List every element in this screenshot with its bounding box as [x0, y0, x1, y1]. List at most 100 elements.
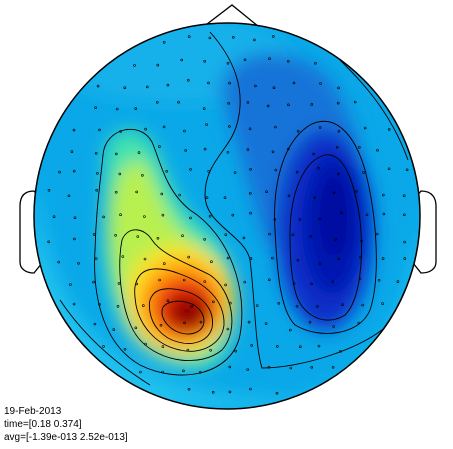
- sensor-dot: [288, 328, 292, 332]
- sensor-dot: [165, 169, 168, 173]
- sensor-dot: [248, 127, 252, 131]
- sensor-dot: [313, 196, 316, 199]
- sensor-dot: [226, 151, 230, 154]
- sensor-dot: [318, 126, 322, 129]
- sensor-dot: [246, 148, 250, 151]
- sensor-dot: [268, 232, 271, 236]
- sensor-dot: [273, 218, 277, 221]
- sensor-dot: [339, 350, 342, 353]
- sensor-dot: [309, 235, 312, 238]
- sensor-dot: [365, 213, 369, 217]
- info-average-range: avg=[-1.39e-013 2.52e-013]: [4, 432, 128, 443]
- sensor-dot: [229, 301, 232, 305]
- sensor-dot: [102, 215, 105, 219]
- sensor-dot: [387, 167, 391, 171]
- sensor-dot: [337, 257, 340, 261]
- sensor-dot: [318, 217, 321, 221]
- sensor-dot: [312, 152, 315, 156]
- sensor-dot: [207, 170, 210, 173]
- sensor-dot: [118, 172, 122, 176]
- sensor-dot: [402, 213, 406, 217]
- sensor-dot: [289, 366, 293, 370]
- sensor-dot: [298, 345, 302, 349]
- sensor-dot: [310, 365, 314, 369]
- sensor-dot: [205, 196, 209, 199]
- sensor-dot: [228, 365, 232, 369]
- sensor-dot: [189, 168, 192, 171]
- sensor-dot: [143, 257, 147, 261]
- sensor-dot: [242, 236, 246, 240]
- sensor-dot: [337, 172, 340, 176]
- sensor-dot: [202, 107, 206, 110]
- sensor-dot: [271, 256, 274, 260]
- sensor-dot: [292, 282, 296, 285]
- sensor-dot: [181, 234, 184, 237]
- sensor-dot: [233, 171, 237, 174]
- sensor-dot: [317, 166, 320, 170]
- sensor-dot: [142, 304, 145, 307]
- sensor-dot: [295, 170, 299, 174]
- sensor-dot: [184, 149, 187, 152]
- sensor-dot: [139, 370, 142, 374]
- nose-outline: [197, 4, 265, 32]
- sensor-dot: [117, 282, 121, 285]
- sensor-dot: [376, 148, 379, 152]
- sensor-dot: [137, 151, 141, 154]
- sensor-dot: [264, 322, 268, 325]
- sensor-dot: [228, 390, 232, 394]
- sensor-dot: [232, 35, 235, 39]
- sensor-dot: [291, 233, 295, 237]
- sensor-dot: [163, 262, 166, 265]
- sensor-dot: [183, 129, 186, 133]
- sensor-dot: [203, 238, 206, 241]
- sensor-dot: [249, 211, 252, 215]
- sensor-dot: [271, 35, 275, 38]
- sensor-dot: [355, 190, 358, 193]
- sensor-dot: [335, 145, 339, 149]
- sensor-dot: [102, 345, 105, 348]
- sensor-dot: [387, 128, 391, 131]
- contour-lines: [59, 31, 409, 401]
- sensor-dot: [363, 126, 367, 130]
- sensor-dot: [57, 260, 61, 264]
- left-ear-outline: [19, 190, 43, 274]
- sensor-dot: [247, 320, 251, 324]
- sensor-dot: [308, 320, 312, 324]
- sensor-dot: [123, 86, 127, 89]
- sensor-dot: [98, 303, 101, 306]
- sensor-dot: [381, 257, 385, 260]
- sensor-dot: [381, 302, 384, 305]
- sensor-dot: [405, 168, 409, 172]
- sensor-dot: [317, 344, 321, 348]
- sensor-dot: [96, 84, 100, 88]
- head-outline: [33, 22, 421, 410]
- sensor-dot: [162, 125, 166, 129]
- sensor-dot: [207, 81, 210, 85]
- sensor-dot: [187, 387, 191, 391]
- sensor-dot: [274, 125, 277, 129]
- sensor-dot: [255, 304, 259, 307]
- sensor-dot: [123, 347, 127, 351]
- sensor-dot: [92, 280, 95, 284]
- sensor-dot: [336, 101, 340, 105]
- info-date: 19-Feb-2013: [4, 406, 62, 417]
- sensor-dot: [287, 194, 291, 198]
- sensor-dot: [226, 256, 230, 260]
- sensor-dot: [180, 58, 183, 62]
- sensor-dot: [295, 304, 299, 308]
- sensor-dot: [375, 232, 379, 236]
- sensor-dot: [287, 103, 290, 107]
- sensor-dot: [382, 212, 386, 216]
- sensor-dot: [161, 213, 165, 217]
- sensor-dot: [112, 328, 116, 331]
- sensor-dot: [226, 327, 230, 331]
- sensor-dot: [69, 283, 72, 286]
- info-time-window: time=[0.18 0.374]: [4, 419, 82, 430]
- sensor-dot: [134, 326, 138, 330]
- sensor-dot: [119, 213, 122, 216]
- sensor-dot: [396, 280, 400, 283]
- sensor-dot: [96, 172, 99, 175]
- sensor-dot: [271, 150, 275, 154]
- sensor-dot: [73, 216, 77, 219]
- sensor-dot: [156, 101, 159, 104]
